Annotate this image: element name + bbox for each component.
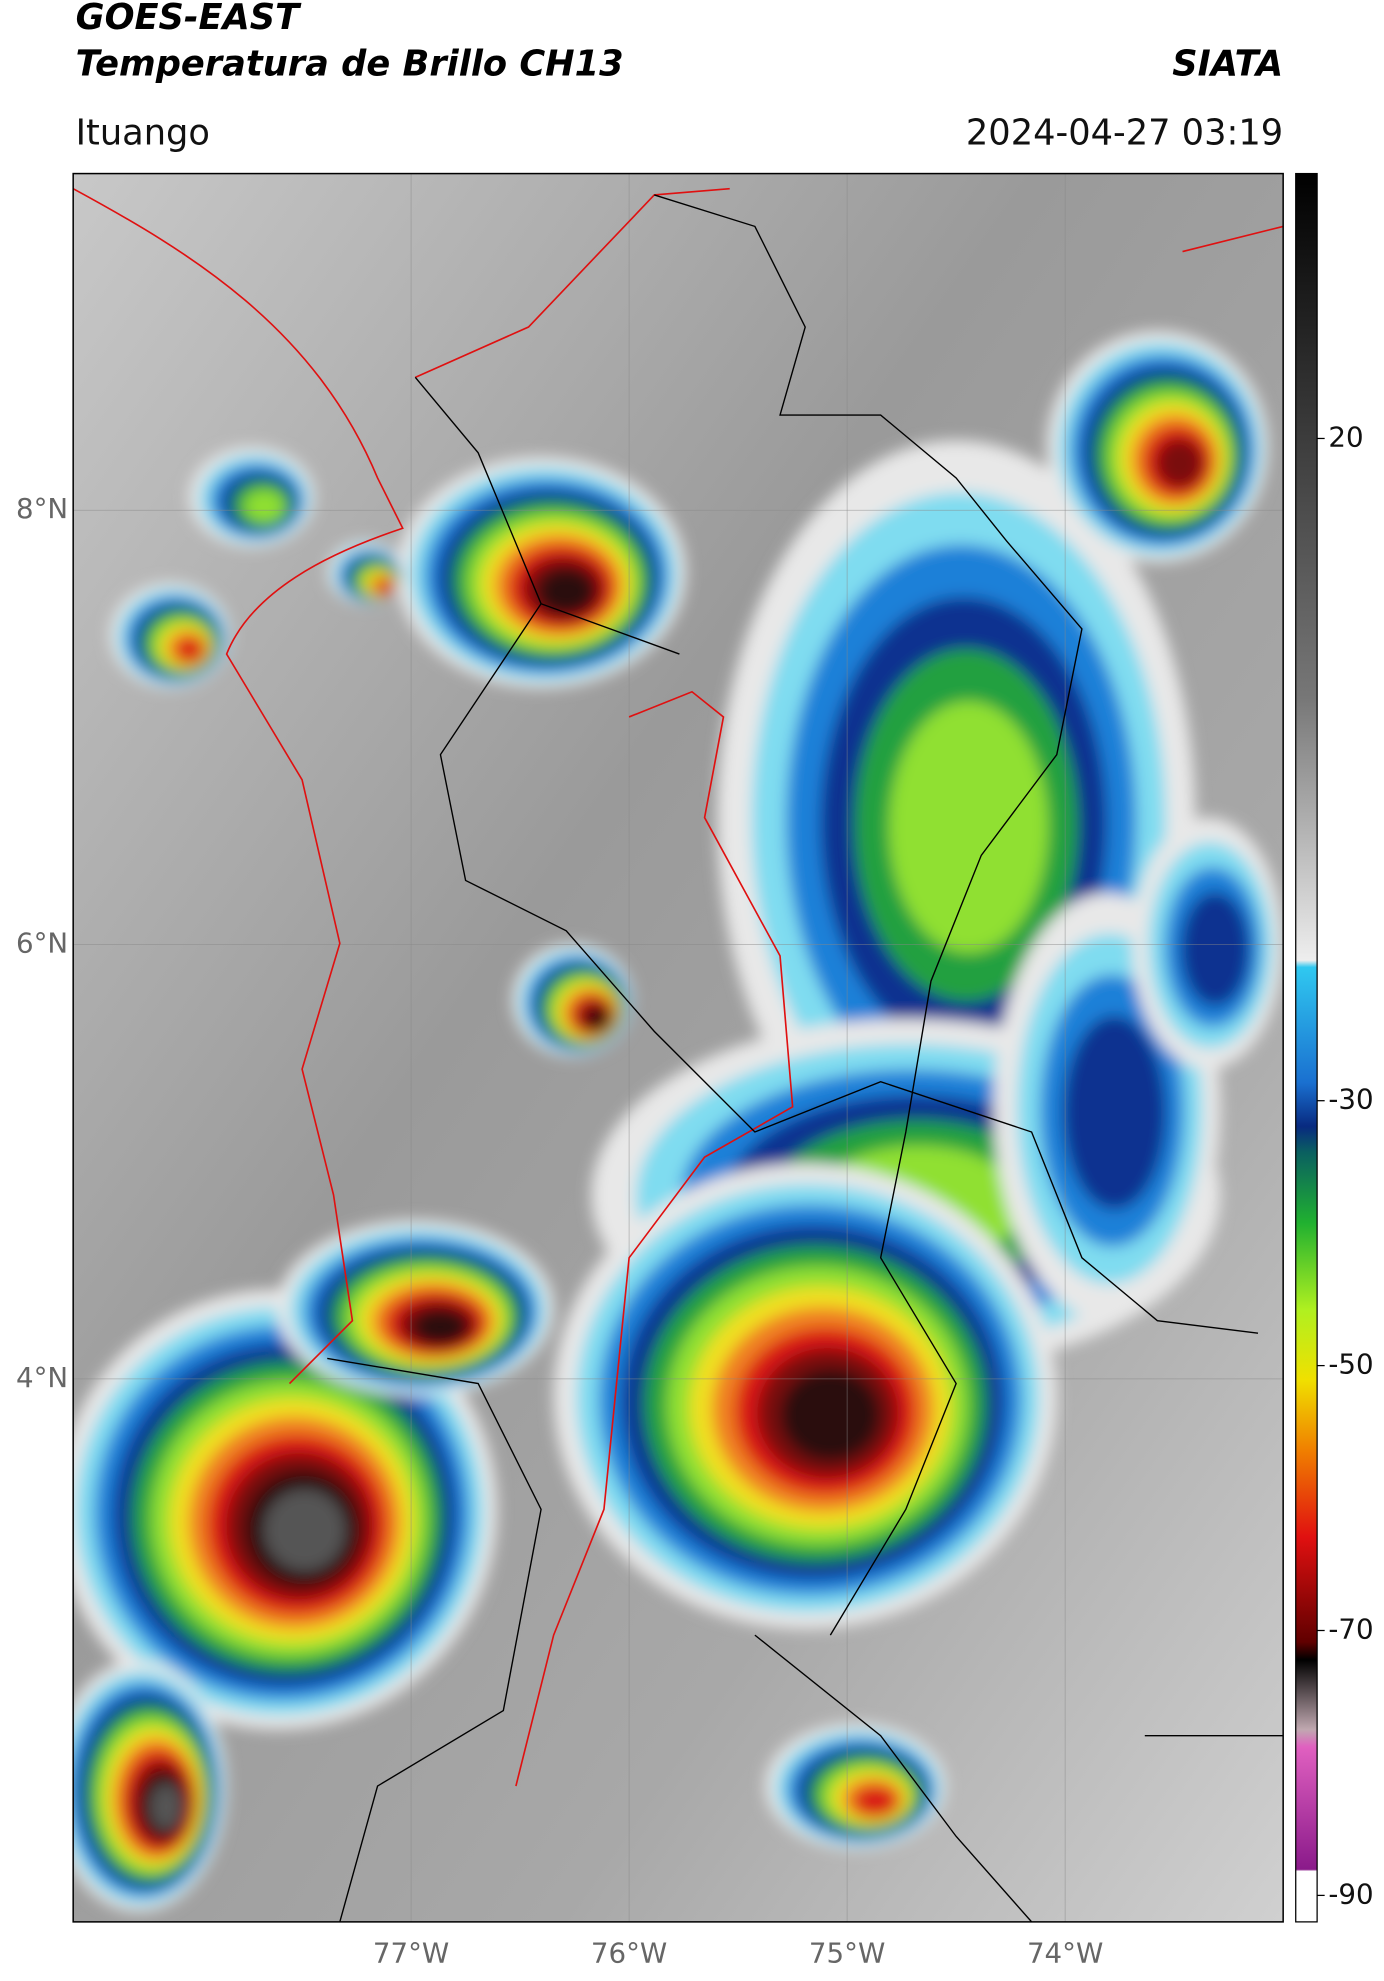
grid (73, 173, 1284, 1922)
lon-tick-label: 74°W (1027, 1937, 1103, 1970)
lat-tick-label: 8°N (16, 492, 68, 525)
cloud (175, 637, 205, 663)
cloud (1063, 1015, 1167, 1210)
cloud-layer (73, 330, 1284, 1912)
border (414, 187, 1284, 379)
colorbar-ticks: 20 -30 -50 -70 -90 (1317, 420, 1374, 1910)
lat-tick-label: 4°N (16, 1361, 68, 1394)
cloud (1155, 438, 1205, 489)
cloud (1180, 891, 1250, 1007)
colorbar-tick-label: -50 (1328, 1348, 1373, 1381)
border (73, 187, 794, 1787)
map-frame (72, 172, 1284, 1923)
colorbar-tick-label: -70 (1328, 1612, 1373, 1645)
lon-tick-label: 75°W (809, 1937, 885, 1970)
cloud (149, 1783, 183, 1831)
colorbar-tick-label: -90 (1328, 1877, 1373, 1910)
cloud (585, 1007, 610, 1031)
cloud (889, 701, 1049, 953)
cloud (376, 579, 395, 595)
border (327, 194, 1284, 1922)
timestamp: 2024-04-27 03:19 (966, 113, 1283, 154)
colorbar-tick-label: 20 (1328, 420, 1363, 453)
location: Ituango (76, 113, 210, 154)
cloud (780, 1368, 881, 1462)
title-line1: GOES-EAST (76, 0, 302, 38)
colorbar-tick-label: -30 (1328, 1083, 1373, 1116)
title-line2: Temperatura de Brillo CH13 (76, 43, 624, 84)
cloud (537, 568, 596, 615)
lon-tick-label: 76°W (591, 1937, 667, 1970)
cloud (243, 489, 286, 524)
cloud (412, 1309, 469, 1345)
map-area (73, 173, 1284, 1922)
lon-tick-label: 77°W (373, 1937, 449, 1970)
brand: SIATA (1172, 43, 1283, 84)
cloud (854, 1786, 898, 1817)
cloud (263, 1489, 346, 1571)
lat-tick-label: 6°N (16, 927, 68, 960)
colorbar (1295, 172, 1318, 1923)
